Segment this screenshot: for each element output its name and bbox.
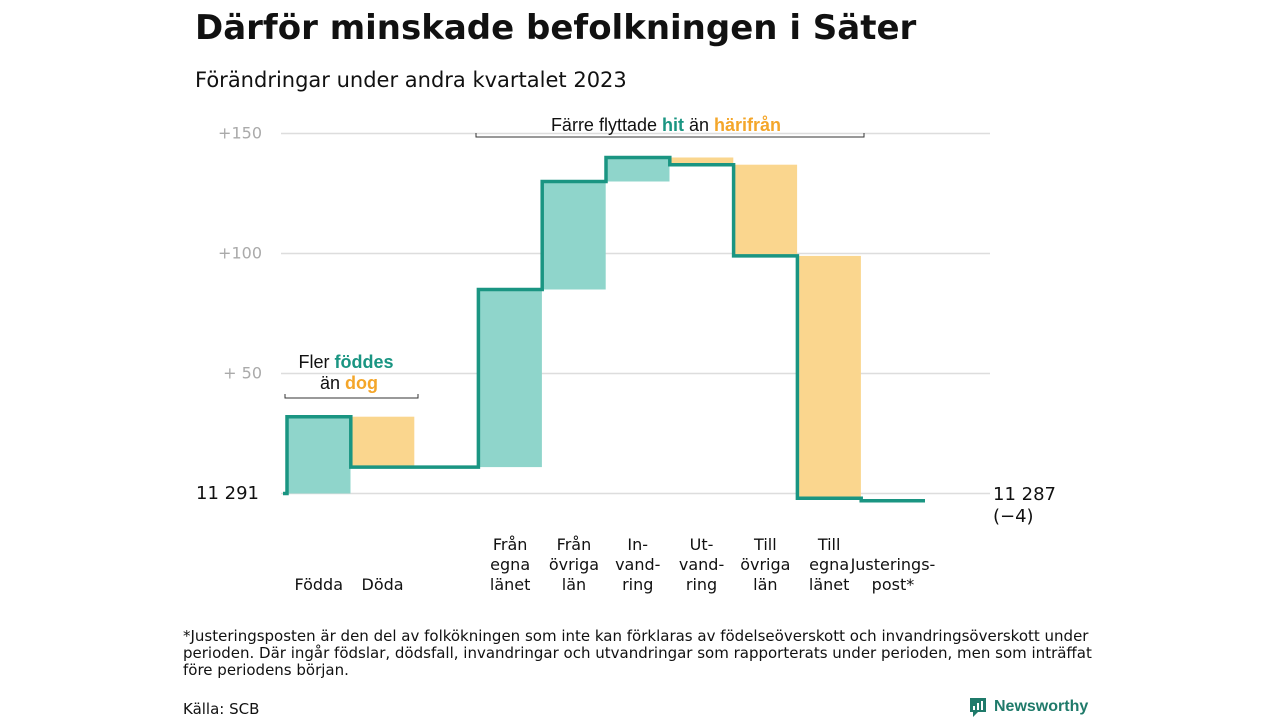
category-label: Till (817, 535, 841, 554)
category-label: Från (493, 535, 528, 554)
category-label: egna (809, 555, 849, 574)
newsworthy-logo-icon (970, 698, 986, 717)
births-annotation-line1: Fler föddes (298, 352, 393, 372)
y-tick-label: + 50 (223, 364, 262, 383)
migration-annotation-part: Färre flyttade (551, 115, 662, 135)
source-label: Källa: SCB (183, 700, 260, 718)
category-label: övriga (740, 555, 790, 574)
bar-Till övriga län (733, 164, 798, 256)
category-label: vand- (679, 555, 724, 574)
migration-annotation-part: än (684, 115, 714, 135)
end-change-label: (−4) (993, 506, 1034, 527)
births-annotation-line1-part: Fler (298, 352, 334, 372)
bar-Från övriga län (542, 181, 606, 290)
y-tick-label: +100 (218, 244, 262, 263)
category-label: egna (490, 555, 530, 574)
migration-annotation-part: härifrån (714, 115, 781, 135)
bar-Döda (350, 416, 415, 468)
y-tick-label: +150 (218, 124, 262, 143)
bar-Födda (287, 416, 351, 494)
footnote: *Justeringsposten är den del av folkökni… (183, 627, 1092, 679)
category-label: Döda (362, 575, 404, 594)
births-bracket (284, 394, 419, 399)
migration-annotation-part: hit (662, 115, 684, 135)
category-label: vand- (615, 555, 660, 574)
category-label: Till (753, 535, 777, 554)
start-value-label: 11 291 (196, 483, 259, 504)
category-label: Från (557, 535, 592, 554)
category-label: län (753, 575, 777, 594)
category-label: län (562, 575, 586, 594)
category-label: ring (622, 575, 653, 594)
category-label: ring (686, 575, 717, 594)
migration-bracket (475, 133, 865, 138)
category-label: Ut- (690, 535, 714, 554)
category-label: övriga (549, 555, 599, 574)
births-annotation-line1-part: föddes (334, 352, 393, 372)
brand[interactable]: Newsworthy (968, 696, 1088, 718)
chart-subtitle: Förändringar under andra kvartalet 2023 (195, 68, 627, 92)
category-label: post* (872, 575, 915, 594)
cumulative-line (283, 155, 925, 503)
migration-annotation: Färre flyttade hit än härifrån (551, 115, 781, 135)
births-annotation-line2-part: dog (345, 373, 378, 393)
bar-Till egna länet (797, 255, 861, 499)
births-annotation-line2: än dog (320, 373, 378, 393)
end-value-label: 11 287 (993, 484, 1056, 505)
bar-Från egna länet (478, 289, 542, 468)
chart-title: Därför minskade befolkningen i Säter (195, 8, 917, 48)
births-annotation-line2-part: än (320, 373, 345, 393)
category-label: Födda (294, 575, 343, 594)
category-label: länet (809, 575, 850, 594)
brand-name: Newsworthy (994, 698, 1089, 715)
bar-In- vand- ring (606, 157, 670, 182)
category-label: In- (627, 535, 648, 554)
category-label: länet (490, 575, 531, 594)
bar-Ut- vand- ring (669, 157, 734, 165)
category-label: Justerings- (850, 555, 936, 574)
